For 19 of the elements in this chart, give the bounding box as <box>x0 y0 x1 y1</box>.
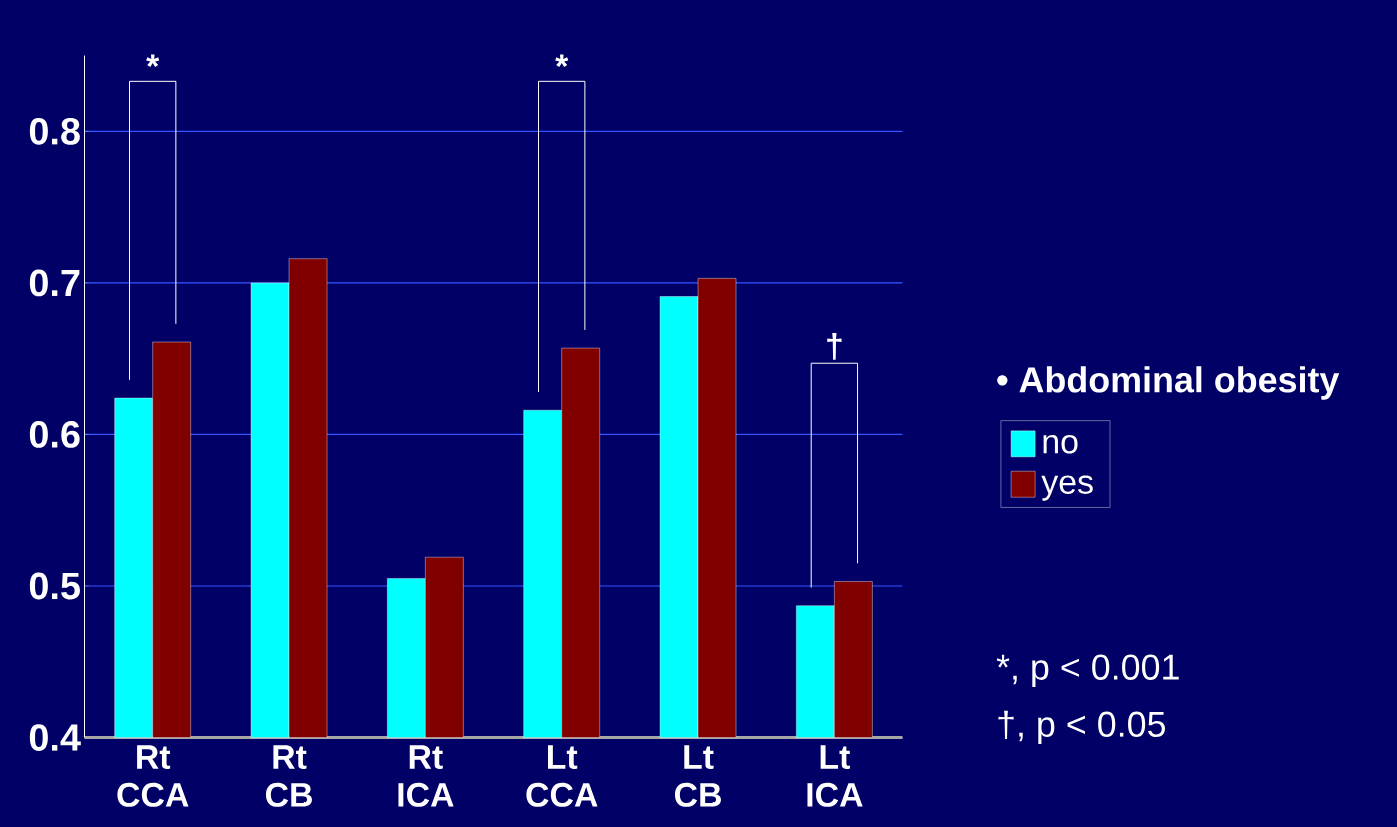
legend-title: • Abdominal obesity <box>997 366 1340 400</box>
y-tick-label: 0.5 <box>29 572 80 600</box>
annotation: † <box>827 332 842 360</box>
annotation: * <box>146 54 160 68</box>
y-tick-label: 0.8 <box>29 117 80 145</box>
annotation: * <box>555 54 569 68</box>
text: *, p < 0.001 <box>996 654 1179 687</box>
x-tick-label: Rt CCA <box>117 745 189 807</box>
x-tick-label: Lt ICA <box>807 745 863 807</box>
x-tick-label: Lt CB <box>674 745 721 807</box>
x-tick-label: Rt ICA <box>398 745 454 807</box>
y-tick-label: 0.4 <box>29 724 81 751</box>
y-tick-label: 0.6 <box>29 421 80 448</box>
y-tick-label: 0.7 <box>29 269 80 297</box>
legend-label: yes <box>1041 475 1093 501</box>
legend-label: no <box>1043 434 1078 454</box>
text: †, p < 0.05 <box>998 710 1166 745</box>
x-tick-label: Lt CCA <box>526 745 598 807</box>
x-tick-label: Rt CB <box>265 745 312 807</box>
